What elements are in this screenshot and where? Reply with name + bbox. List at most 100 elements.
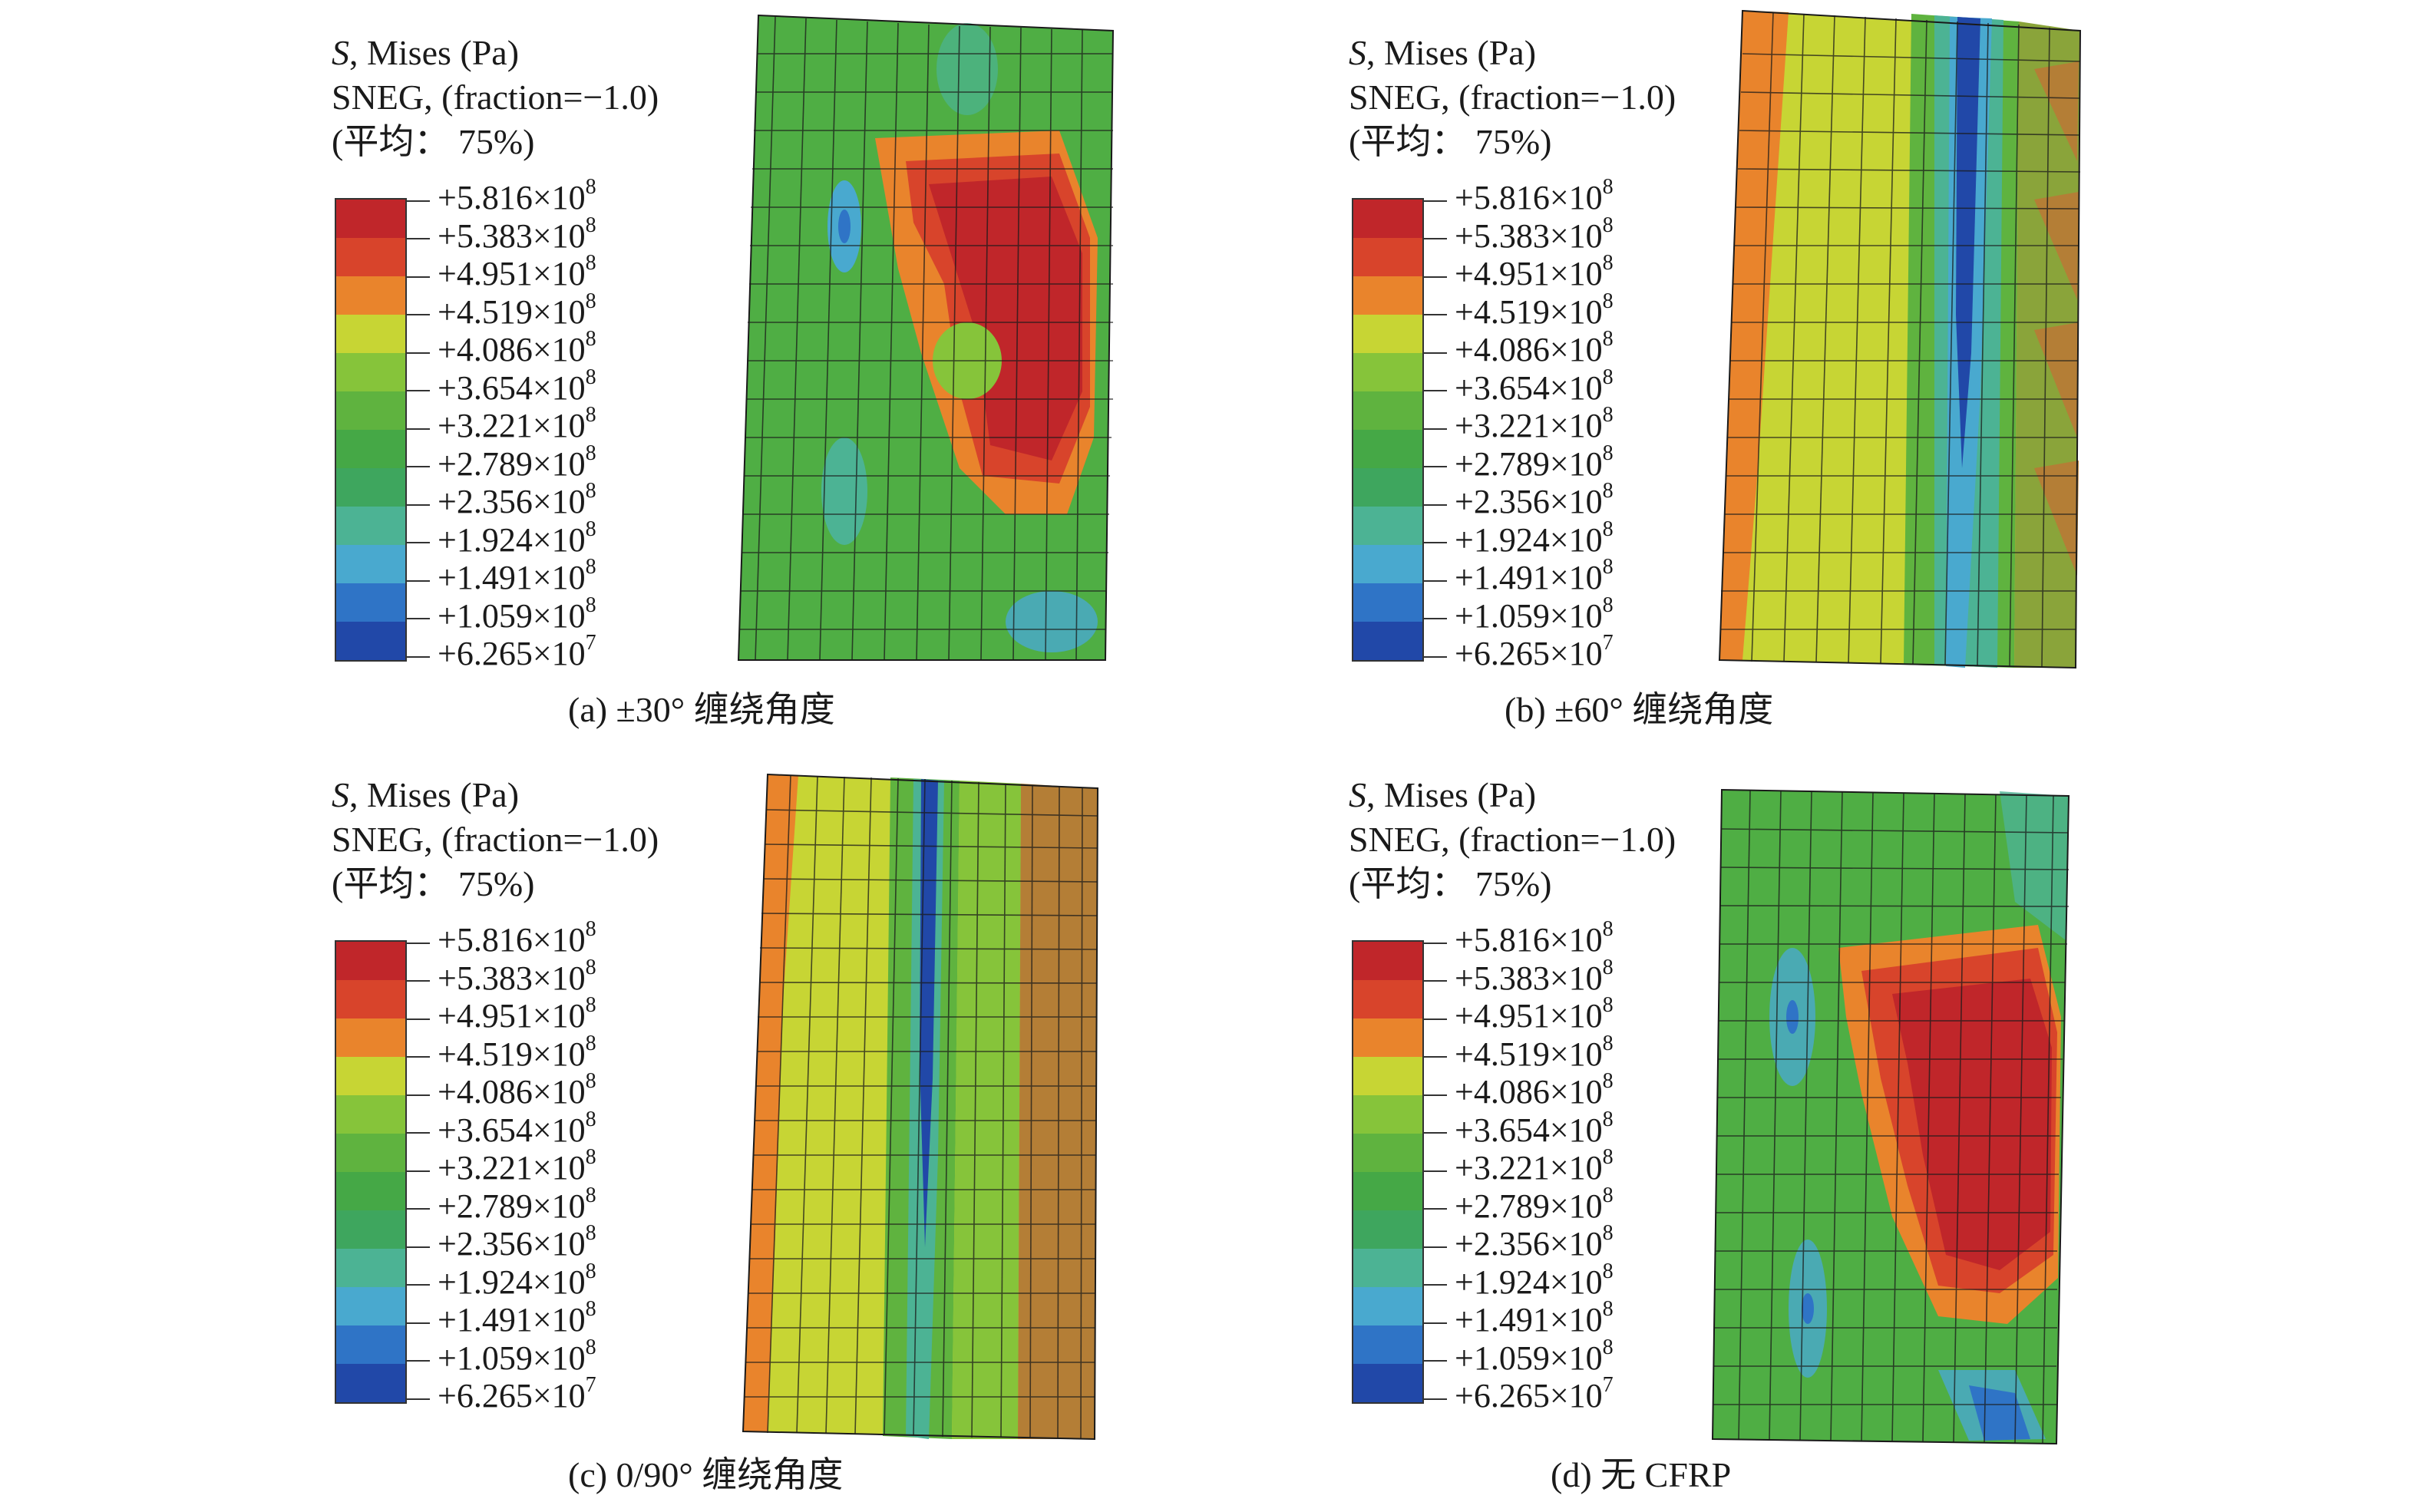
legend-tick: +4.086×108 <box>1424 1069 1614 1111</box>
tick-mantissa: +1.491×10 <box>1455 1301 1603 1339</box>
legend-tick: +5.816×108 <box>1424 175 1614 216</box>
tick-exponent: 8 <box>1602 1031 1614 1055</box>
color-swatch <box>1353 276 1422 315</box>
legend-tick: +4.519×108 <box>1424 1031 1614 1073</box>
caption-b: (b) ±60° 缠绕角度 <box>1505 690 1774 729</box>
color-swatch <box>336 1287 405 1325</box>
sneg-label: SNEG, (fraction=−1.0) <box>332 78 659 117</box>
color-bar <box>335 940 407 1404</box>
legend-tick: +3.221×108 <box>1424 1145 1614 1187</box>
tick-exponent: 8 <box>1602 1297 1614 1321</box>
tick-mantissa: +4.951×10 <box>438 255 586 292</box>
legend-header: S, Mises (Pa) SNEG, (fraction=−1.0) (平均：… <box>332 773 659 906</box>
tick-mantissa: +1.491×10 <box>438 559 586 596</box>
tick-mantissa: +3.221×10 <box>1455 1149 1603 1187</box>
tick-mantissa: +4.086×10 <box>1455 1073 1603 1111</box>
tick-mantissa: +2.789×10 <box>1455 444 1603 483</box>
legend-tick: +1.059×108 <box>407 593 596 635</box>
tick-mantissa: +5.383×10 <box>1455 959 1603 997</box>
legend-tick: +5.383×108 <box>407 956 596 997</box>
legend-tick: +4.951×108 <box>407 993 596 1035</box>
tick-exponent: 8 <box>585 917 596 941</box>
tick-exponent: 8 <box>585 289 596 313</box>
tick-exponent: 7 <box>1602 1373 1614 1397</box>
legend-tick: +2.789×108 <box>1424 441 1614 483</box>
color-swatch <box>1353 1057 1422 1095</box>
legend-tick: +3.654×108 <box>1424 1107 1614 1149</box>
tick-exponent: 8 <box>585 1297 596 1321</box>
legend-tick: +6.265×107 <box>407 1373 596 1415</box>
color-swatch <box>336 430 405 468</box>
color-swatch <box>1353 980 1422 1018</box>
color-swatch <box>1353 468 1422 507</box>
average-label: (平均： 75%) <box>332 122 535 161</box>
tick-mantissa: +2.789×10 <box>1455 1187 1603 1225</box>
color-swatch <box>336 1172 405 1210</box>
legend-tick: +4.951×108 <box>1424 993 1614 1035</box>
tick-mantissa: +4.519×10 <box>438 292 586 331</box>
color-swatch <box>1353 430 1422 468</box>
legend-tick: +1.059×108 <box>1424 593 1614 635</box>
tick-mantissa: +1.924×10 <box>1455 520 1603 559</box>
panel-d: S, Mises (Pa) SNEG, (fraction=−1.0) (平均：… <box>1209 756 2418 1512</box>
tick-exponent: 8 <box>585 993 596 1017</box>
tick-mantissa: +1.924×10 <box>1455 1263 1603 1301</box>
legend-tick: +5.816×108 <box>407 917 596 959</box>
tick-exponent: 8 <box>585 1107 596 1131</box>
color-swatch <box>1353 583 1422 622</box>
contour-plot-d <box>1711 788 2070 1445</box>
caption-d: (d) 无 CFRP <box>1551 1455 1732 1494</box>
legend-tick: +1.491×108 <box>407 1297 596 1339</box>
color-swatch <box>1353 1134 1422 1172</box>
tick-exponent: 8 <box>585 1259 596 1283</box>
tick-exponent: 8 <box>1602 365 1614 389</box>
tick-exponent: 8 <box>585 479 596 503</box>
tick-exponent: 8 <box>585 1145 596 1169</box>
tick-mantissa: +5.816×10 <box>1455 921 1603 959</box>
tick-exponent: 8 <box>1602 327 1614 351</box>
color-swatch <box>1353 1249 1422 1287</box>
color-swatch <box>1353 545 1422 583</box>
tick-exponent: 8 <box>1602 1145 1614 1169</box>
tick-exponent: 7 <box>585 1373 596 1397</box>
legend-tick: +4.086×108 <box>1424 327 1614 368</box>
sneg-label: SNEG, (fraction=−1.0) <box>332 820 659 859</box>
tick-mantissa: +1.924×10 <box>438 520 586 559</box>
legend-tick: +6.265×107 <box>1424 631 1614 672</box>
color-swatch <box>336 468 405 507</box>
tick-mantissa: +3.654×10 <box>1455 368 1603 407</box>
legend-tick: +2.789×108 <box>407 1184 596 1225</box>
tick-mantissa: +4.951×10 <box>1455 997 1603 1035</box>
tick-mantissa: +1.059×10 <box>438 596 586 635</box>
tick-exponent: 8 <box>585 593 596 617</box>
tick-exponent: 8 <box>585 1069 596 1093</box>
tick-exponent: 8 <box>1602 917 1614 941</box>
panel-a: S, Mises (Pa) SNEG, (fraction=−1.0) (平均：… <box>0 0 1209 756</box>
color-swatch <box>1353 391 1422 430</box>
tick-mantissa: +3.654×10 <box>438 368 586 407</box>
color-swatch <box>336 1018 405 1057</box>
tick-mantissa: +2.789×10 <box>438 1187 586 1225</box>
legend-tick: +5.383×108 <box>407 213 596 255</box>
tick-mantissa: +6.265×10 <box>1455 1377 1603 1415</box>
legend-tick: +1.924×108 <box>1424 517 1614 559</box>
tick-mantissa: +4.519×10 <box>438 1035 586 1073</box>
stress-type: , Mises (Pa) <box>349 33 520 72</box>
tick-mantissa: +6.265×10 <box>438 635 586 672</box>
legend-tick: +1.059×108 <box>1424 1335 1614 1377</box>
legend-tick: +3.221×108 <box>407 403 596 444</box>
legend-tick: +1.491×108 <box>1424 1297 1614 1339</box>
tick-exponent: 8 <box>1602 1107 1614 1131</box>
tick-exponent: 8 <box>1602 517 1614 541</box>
color-swatch <box>1353 238 1422 276</box>
tick-mantissa: +1.059×10 <box>1455 1339 1603 1377</box>
color-swatch <box>336 622 405 660</box>
color-swatch <box>1353 315 1422 353</box>
legend-header: S, Mises (Pa) SNEG, (fraction=−1.0) (平均：… <box>1349 31 1676 164</box>
color-swatch <box>1353 622 1422 660</box>
color-swatch <box>336 1134 405 1172</box>
color-bar <box>1352 198 1424 662</box>
color-swatch <box>336 1095 405 1134</box>
legend-header: S, Mises (Pa) SNEG, (fraction=−1.0) (平均：… <box>332 31 659 164</box>
tick-exponent: 7 <box>1602 631 1614 655</box>
